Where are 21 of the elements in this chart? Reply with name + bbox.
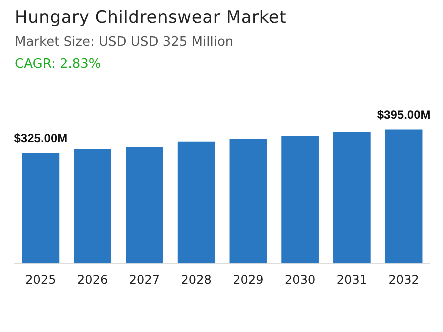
x-tick-label: 2028 xyxy=(181,272,212,287)
chart-subtitle: Market Size: USD USD 325 Million xyxy=(15,35,234,50)
bar xyxy=(126,146,164,264)
chart-title: Hungary Childrenswear Market xyxy=(15,8,287,28)
bar xyxy=(178,142,216,264)
x-tick-label: 2030 xyxy=(285,272,316,287)
bar xyxy=(230,139,268,264)
x-tick-label: 2026 xyxy=(78,272,108,287)
x-tick-label: 2031 xyxy=(336,272,368,287)
bar xyxy=(22,153,60,264)
x-tick-label: 2032 xyxy=(388,272,420,287)
text: CAGR: 2.83% xyxy=(15,57,102,72)
x-tick-label: 2025 xyxy=(26,272,56,287)
bar xyxy=(74,149,112,264)
x-tick-label: 2027 xyxy=(129,272,160,287)
x-tick-label: 2029 xyxy=(233,272,264,287)
bar xyxy=(385,130,423,264)
data-label: $325.00M xyxy=(14,132,68,146)
bar xyxy=(282,136,319,264)
data-label: $395.00M xyxy=(377,108,431,122)
bar xyxy=(334,132,371,264)
